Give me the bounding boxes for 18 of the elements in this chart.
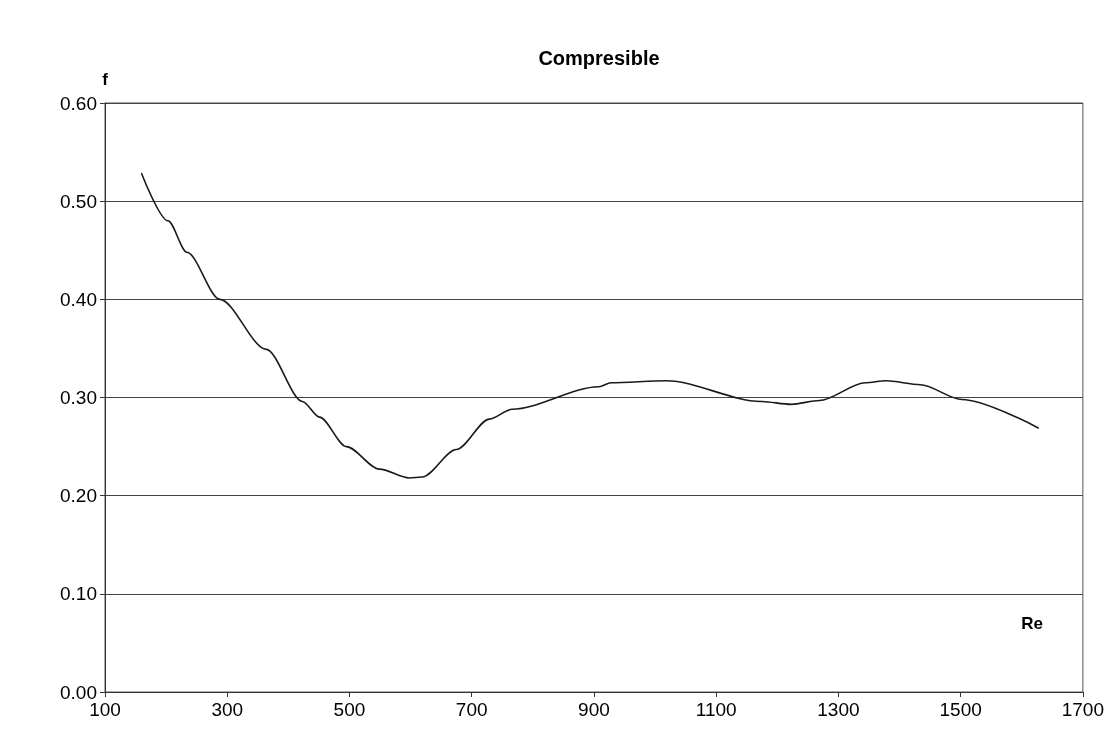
- y-tick-label: 0.30: [60, 387, 97, 408]
- x-axis-title: Re: [1021, 614, 1043, 633]
- y-axis-title: f: [102, 70, 109, 89]
- x-tick-label: 500: [333, 699, 366, 720]
- x-tick-label: 1300: [817, 699, 860, 720]
- x-tick-label: 1500: [939, 699, 982, 720]
- y-tick-label: 0.50: [60, 190, 97, 212]
- y-tick-label: 0.20: [60, 485, 97, 507]
- x-tick-label: 900: [578, 699, 610, 720]
- y-tick-label: 0.10: [60, 583, 97, 605]
- line-series: [140, 172, 1040, 479]
- y-tick-label: 0.40: [60, 288, 97, 310]
- x-tick-label: 1100: [695, 699, 737, 720]
- x-tick-label: 1700: [1061, 699, 1105, 720]
- chart-title: Compresible: [538, 47, 660, 69]
- y-tick-label: 0.60: [60, 92, 97, 114]
- x-tick-label: 300: [211, 699, 244, 720]
- x-tick-label: 700: [455, 699, 488, 720]
